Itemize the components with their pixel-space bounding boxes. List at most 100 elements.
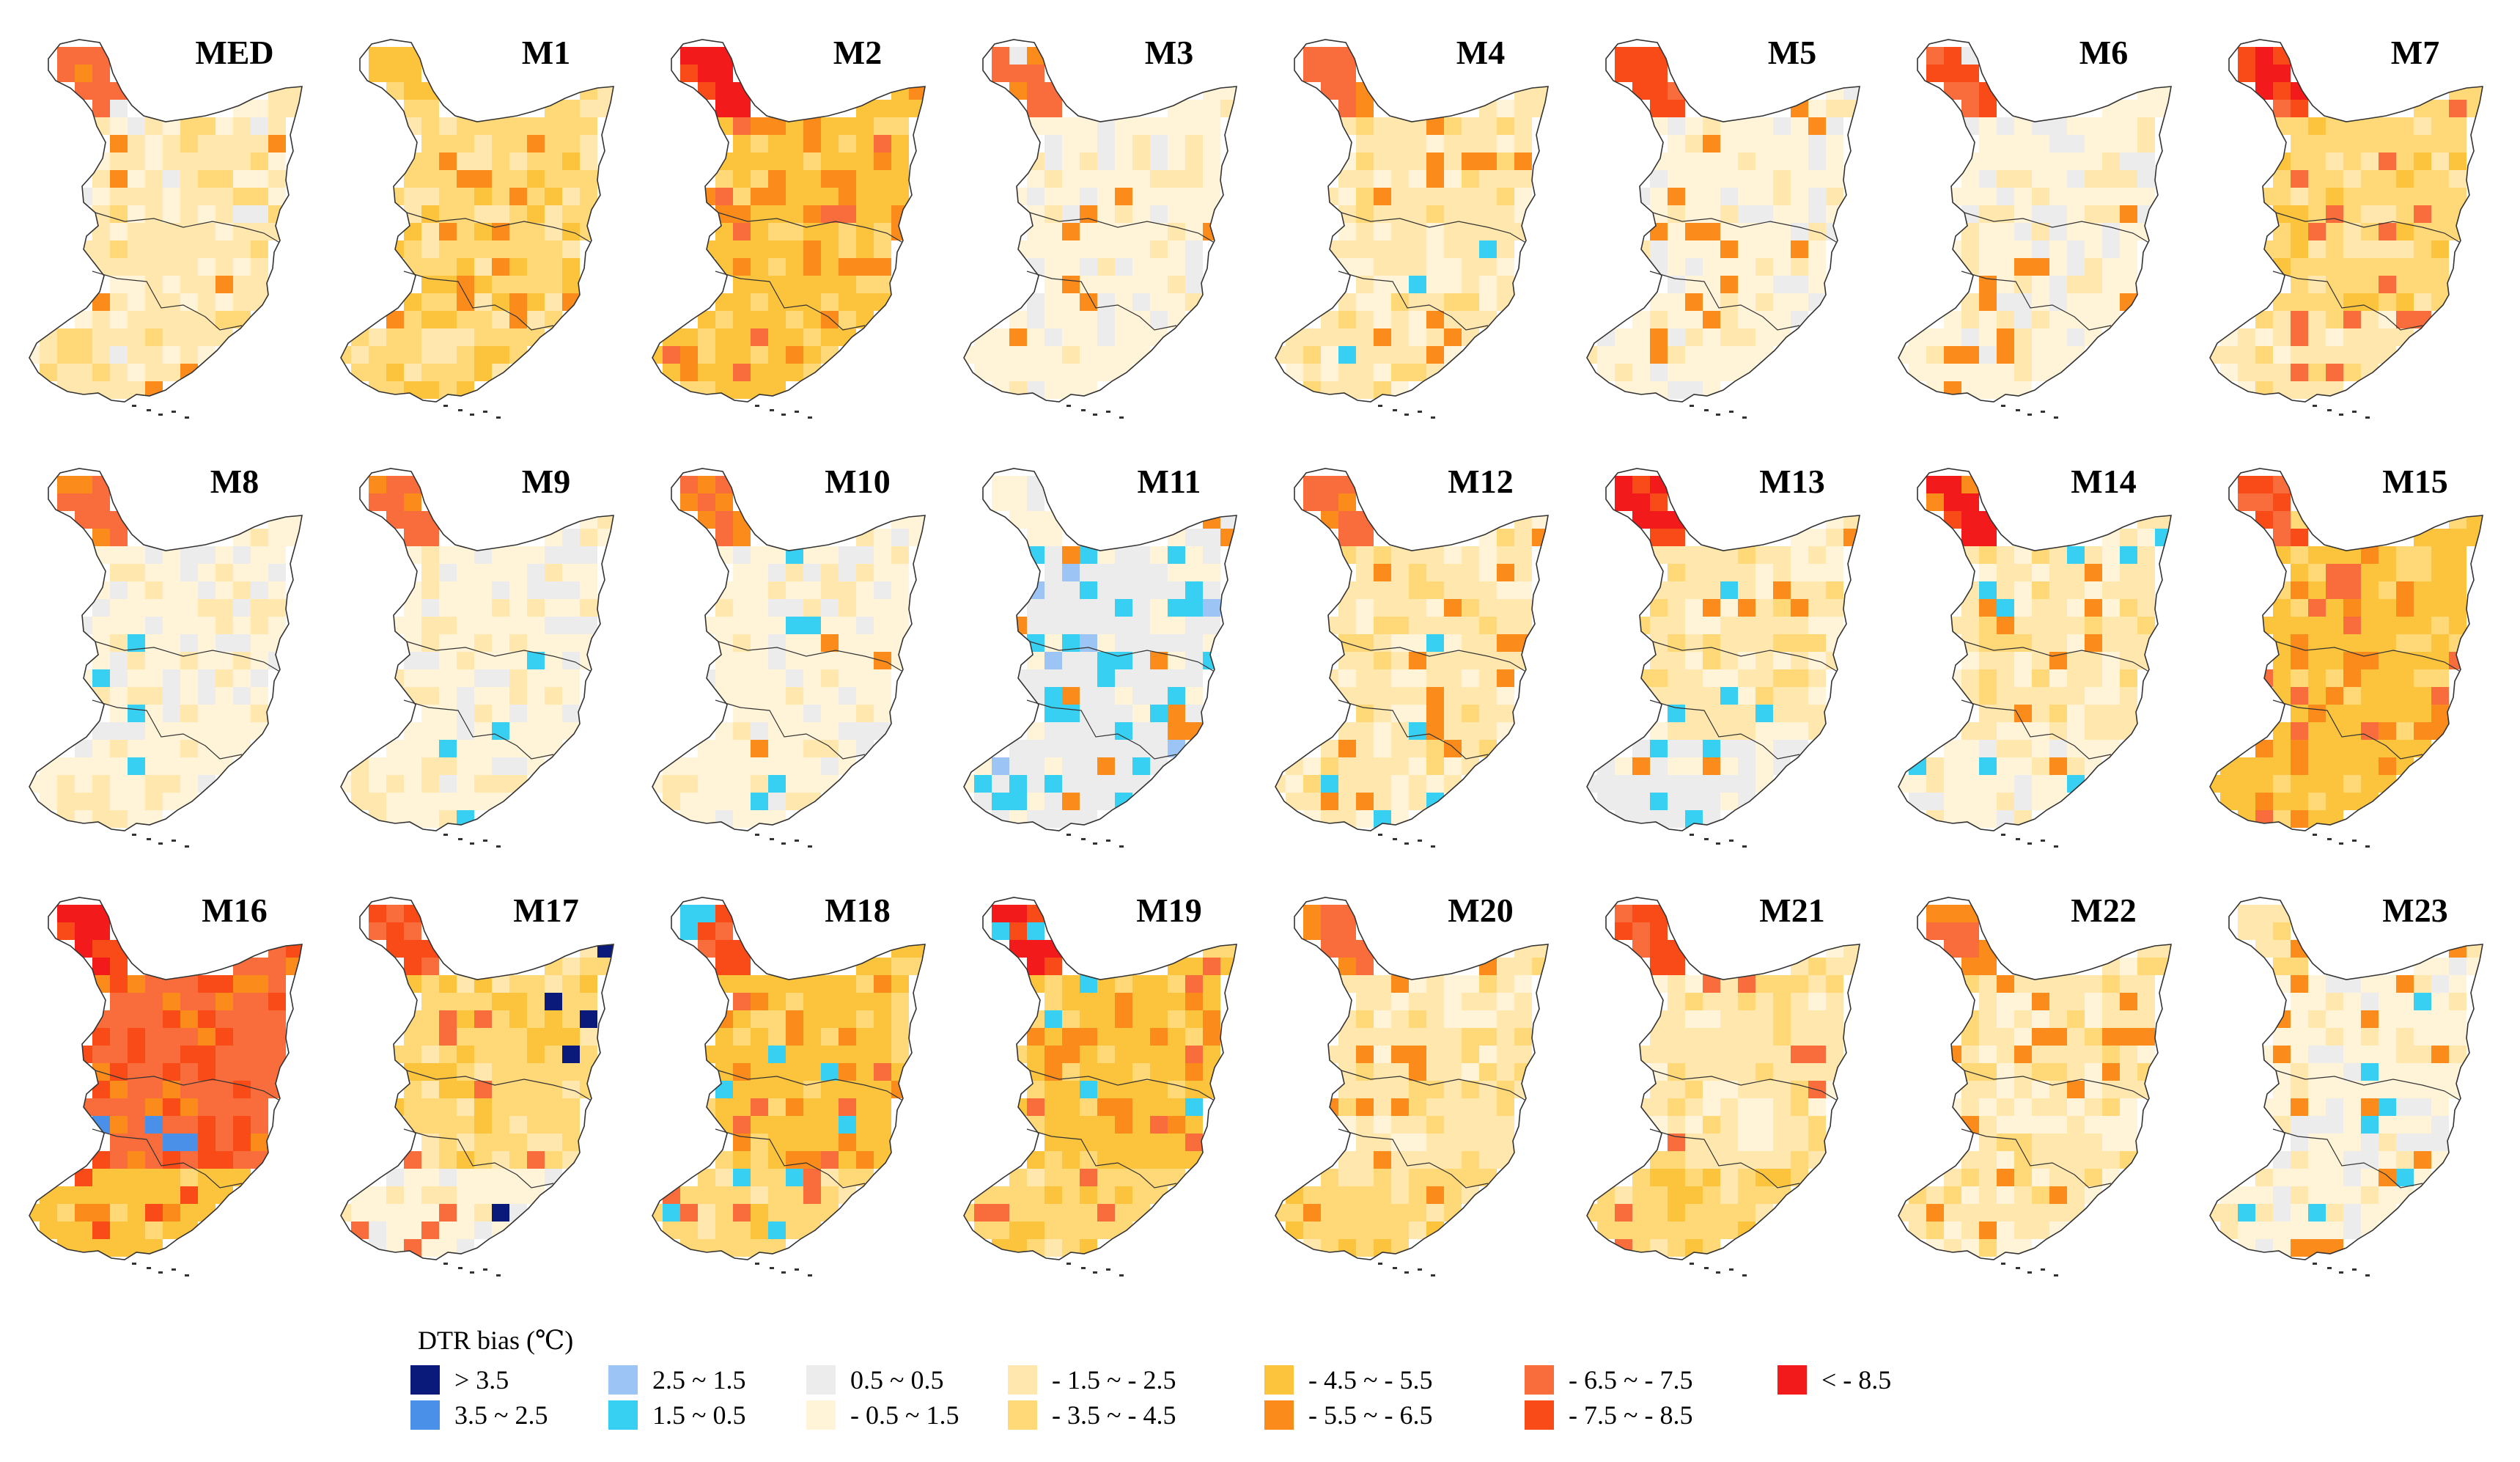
map-cell	[2014, 740, 2032, 757]
map-cell	[1615, 364, 1632, 381]
map-cell	[145, 1081, 163, 1098]
map-cell	[386, 476, 404, 493]
map-cell	[1826, 581, 1843, 599]
map-cell	[1115, 1169, 1132, 1186]
map-m8	[29, 468, 303, 848]
map-cell	[145, 188, 163, 205]
map-cell	[1356, 364, 1374, 381]
map-cell	[597, 958, 614, 975]
map-cell	[856, 276, 874, 293]
map-cell	[663, 346, 680, 364]
map-cell	[421, 346, 439, 364]
map-cell	[2238, 922, 2255, 940]
island-mark	[1742, 416, 1747, 419]
region-outline	[1275, 897, 1549, 1260]
map-cell	[421, 188, 439, 205]
map-cell	[2291, 1098, 2308, 1116]
map-cell	[251, 1063, 268, 1081]
map-cell	[839, 276, 856, 293]
map-cell	[2085, 1028, 2102, 1046]
map-cell	[2308, 581, 2326, 599]
map-cell	[439, 170, 457, 188]
map-panel-m8: M8	[22, 458, 330, 876]
map-cell	[1080, 346, 1097, 364]
map-cell	[1426, 364, 1444, 381]
map-cell	[1668, 117, 1685, 135]
map-cell	[2308, 687, 2326, 705]
map-cell	[2343, 1098, 2361, 1116]
map-cell	[2308, 775, 2326, 793]
map-cell	[2014, 346, 2032, 364]
map-cell	[2137, 1028, 2155, 1046]
map-cell	[1338, 740, 1356, 757]
map-cell	[2085, 617, 2102, 634]
map-cell	[1150, 135, 1168, 153]
map-cell	[1409, 364, 1426, 381]
map-cell	[1909, 1186, 1926, 1204]
island-mark	[1093, 1271, 1097, 1274]
province-boundary	[1338, 271, 1489, 331]
map-cell	[1356, 564, 1374, 581]
map-cell	[1997, 188, 2014, 205]
map-cell	[1808, 705, 1826, 722]
map-cell	[1185, 117, 1203, 135]
map-cell	[110, 617, 128, 634]
map-cell	[545, 276, 562, 293]
map-cell	[527, 581, 545, 599]
map-cell	[992, 346, 1009, 364]
map-cell	[1321, 1222, 1338, 1239]
island-mark	[172, 840, 176, 842]
region-outline	[1586, 39, 1860, 403]
map-cell	[268, 117, 286, 135]
map-cell	[1185, 135, 1203, 153]
map-cell	[1650, 1151, 1668, 1169]
map-cell	[839, 652, 856, 669]
map-cell	[751, 599, 768, 617]
map-cell	[1009, 757, 1027, 775]
map-cell	[1773, 223, 1791, 240]
map-cell	[128, 1098, 145, 1116]
map-cell	[1356, 546, 1374, 564]
map-cell	[1497, 617, 1514, 634]
map-cell	[1009, 1204, 1027, 1222]
map-cell	[1168, 1081, 1185, 1098]
map-cell	[1391, 1116, 1409, 1134]
map-cell	[1738, 975, 1755, 993]
map-cell	[1097, 240, 1115, 258]
map-cell	[2102, 240, 2120, 258]
map-cell	[974, 793, 992, 810]
map-cell	[1961, 1151, 1979, 1169]
map-cell	[2085, 652, 2102, 669]
map-cell	[2032, 757, 2049, 775]
map-panel-m6: M6	[1891, 29, 2199, 447]
map-cell	[733, 669, 751, 687]
map-cell	[1961, 940, 1979, 958]
map-cell	[1997, 1028, 2014, 1046]
map-cell	[369, 476, 386, 493]
map-cell	[457, 1116, 474, 1134]
map-cell	[580, 170, 597, 188]
map-cell	[351, 1186, 369, 1204]
map-cell	[2032, 705, 2049, 722]
map-cell	[839, 757, 856, 775]
map-cell	[2308, 1204, 2326, 1222]
map-cell	[1826, 82, 1843, 100]
map-cell	[2220, 1204, 2238, 1222]
map-cell	[268, 1010, 286, 1028]
map-cell	[1391, 1204, 1409, 1222]
map-cell	[1738, 1010, 1755, 1028]
map-cell	[909, 958, 925, 975]
map-cell	[1979, 793, 1997, 810]
map-cell	[180, 1081, 198, 1098]
map-cell	[2326, 1010, 2343, 1028]
map-cell	[1685, 1081, 1703, 1098]
map-cell	[992, 65, 1009, 82]
map-cell	[768, 599, 786, 617]
map-cell	[1720, 188, 1738, 205]
map-panel-m2: M2	[645, 29, 953, 447]
map-cell	[198, 1063, 215, 1081]
island-mark	[1119, 1274, 1124, 1277]
map-cell	[2049, 170, 2067, 188]
map-cell	[856, 993, 874, 1010]
map-cell	[856, 170, 874, 188]
